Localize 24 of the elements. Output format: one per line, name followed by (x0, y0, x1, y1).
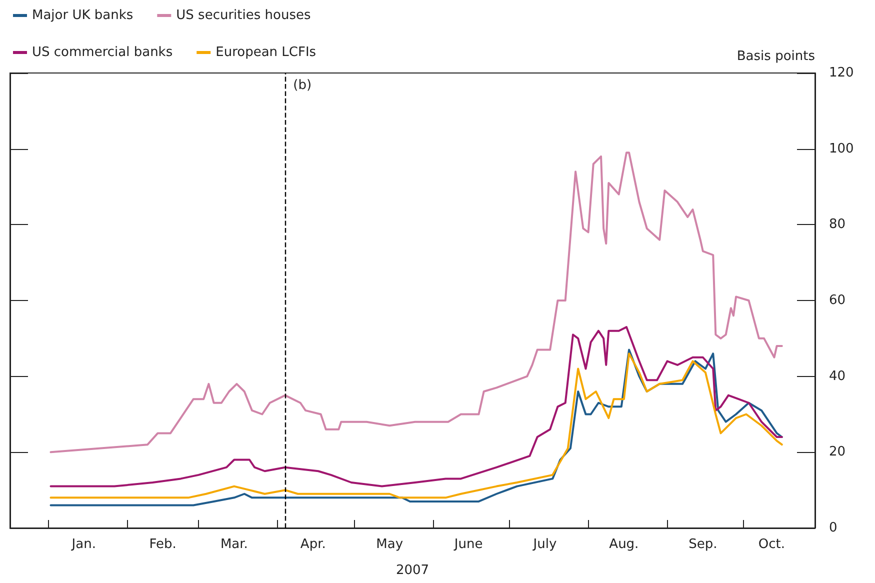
y-tick-label: 100 (829, 141, 854, 156)
ref-line-label: (b) (293, 78, 312, 93)
y-tick-label: 40 (829, 368, 846, 384)
x-tick-label: June (453, 537, 483, 552)
legend-label: Major UK banks (32, 8, 134, 23)
legend-label: US securities houses (176, 8, 311, 23)
x-tick-label: Apr. (300, 537, 326, 552)
y-axis-title: Basis points (736, 49, 816, 64)
x-tick-label: May (376, 537, 404, 552)
y-tick-label: 60 (829, 293, 846, 308)
x-axis-title: 2007 (396, 563, 430, 578)
x-tick-label: Sep. (688, 537, 718, 552)
x-tick-label: Feb. (149, 537, 176, 552)
y-tick-label: 20 (829, 444, 846, 460)
y-tick-label: 0 (829, 520, 838, 536)
x-tick-label: July (532, 537, 557, 552)
legend-label: European LCFIs (216, 45, 316, 60)
legend-label: US commercial banks (32, 45, 173, 60)
x-tick-label: Oct. (758, 537, 785, 552)
y-tick-label: 120 (829, 66, 854, 80)
y-tick-label: 80 (829, 217, 846, 232)
x-tick-label: Jan. (70, 537, 96, 552)
x-tick-label: Aug. (609, 537, 639, 552)
x-tick-label: Mar. (220, 537, 248, 552)
